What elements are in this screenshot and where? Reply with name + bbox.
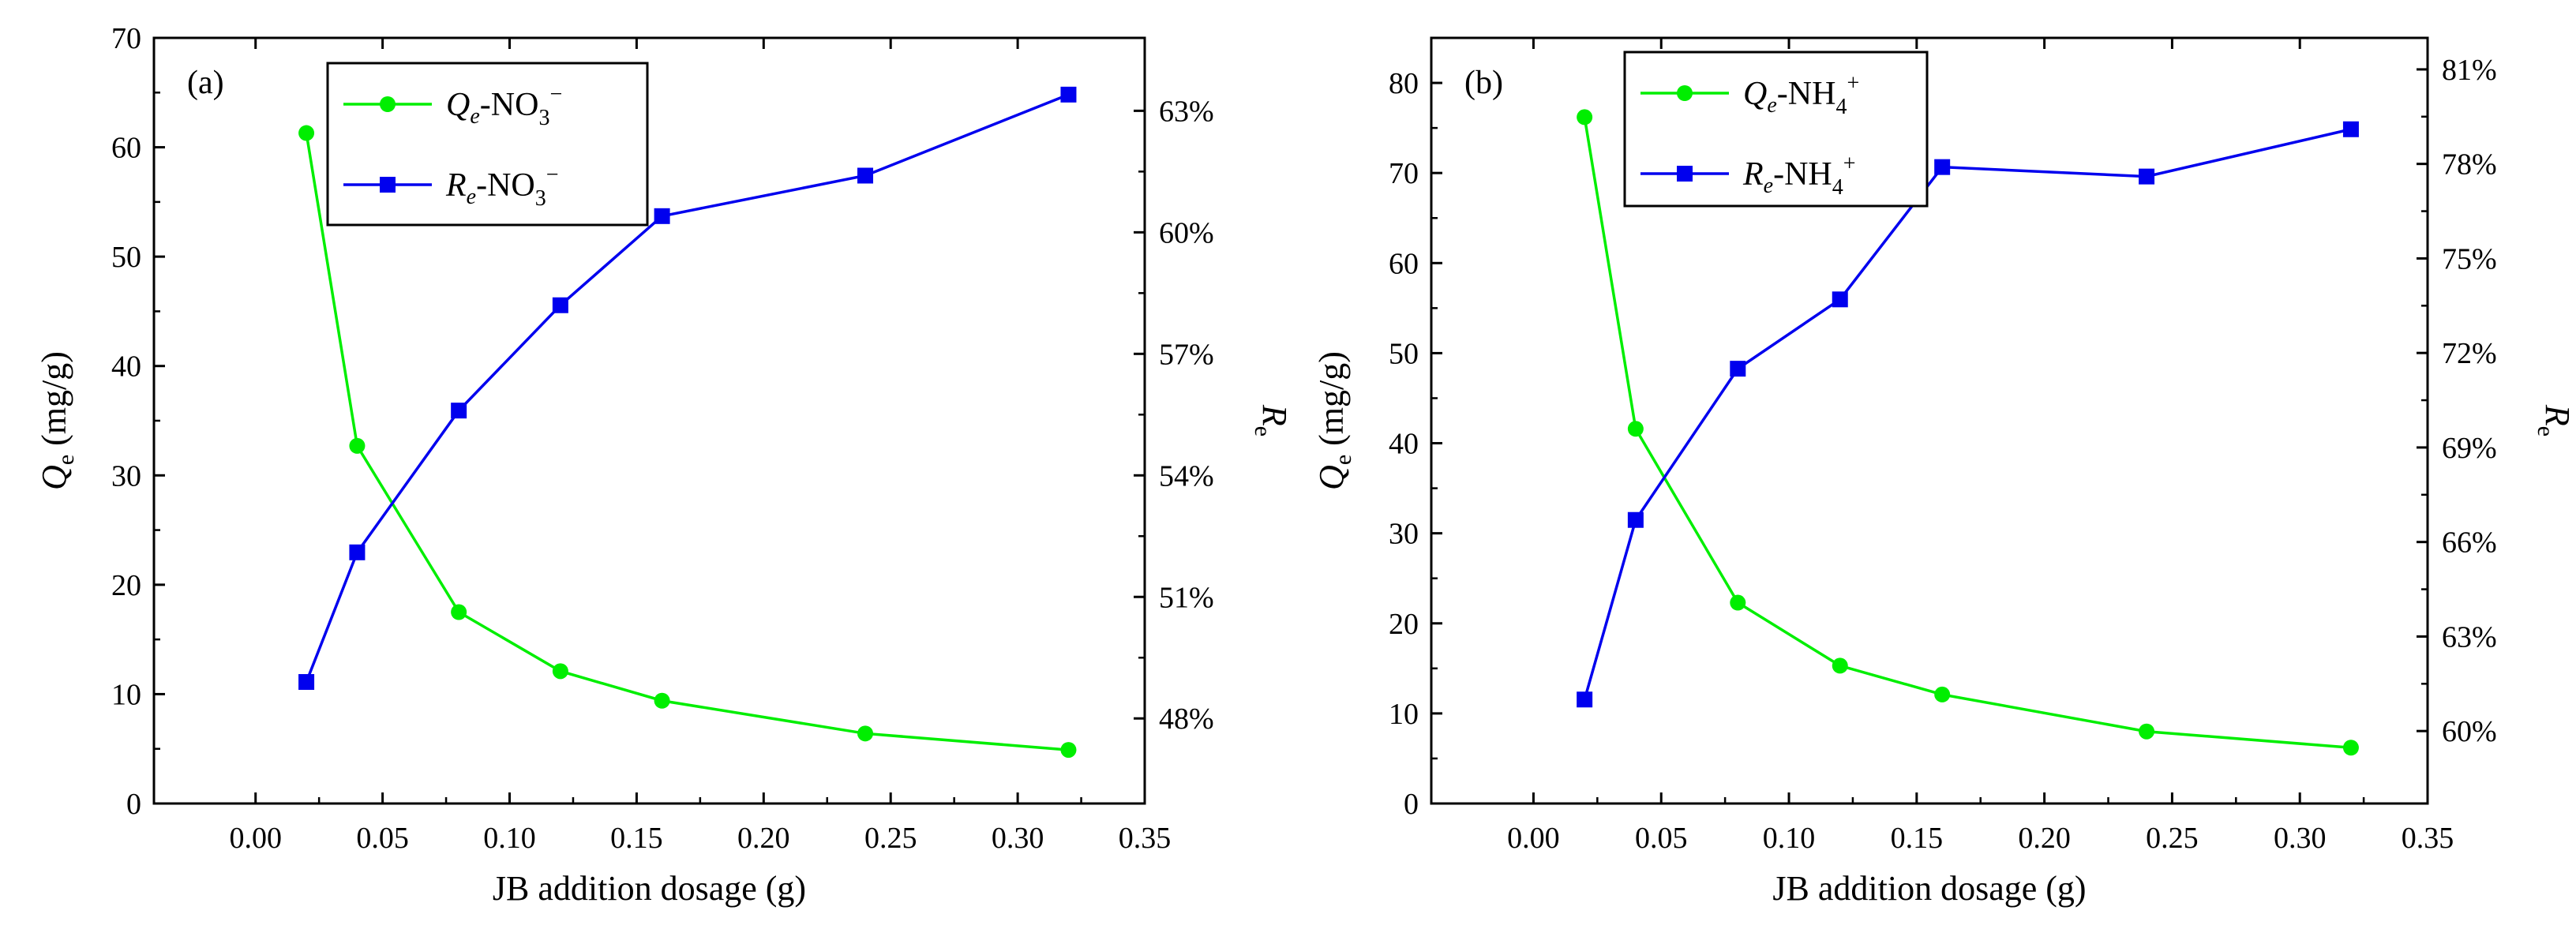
data-point-Re-NH4+ [1832, 291, 1848, 308]
y-right-tick-label: 66% [2442, 526, 2497, 560]
data-point-Re-NO3- [451, 403, 467, 419]
y-left-tick-label: 30 [111, 459, 141, 493]
x-tick-label: 0.15 [610, 822, 663, 855]
y-left-tick-label: 50 [111, 241, 141, 274]
x-tick-label: 0.10 [483, 822, 536, 855]
data-point-Qe-NO3- [349, 437, 366, 454]
data-point-Qe-NO3- [857, 725, 874, 742]
y-left-tick-label: 0 [126, 788, 141, 821]
data-point-Re-NO3- [654, 208, 670, 224]
y-left-tick-label: 70 [111, 22, 141, 55]
x-tick-label: 0.25 [2146, 822, 2199, 855]
data-point-Qe-NH4+ [1832, 657, 1848, 674]
y-right-tick-label: 81% [2442, 54, 2497, 87]
y-left-tick-label: 60 [1389, 247, 1419, 280]
legend-marker-Re-NH4+ [1677, 166, 1693, 182]
y-left-tick-label: 40 [1389, 428, 1419, 461]
series-line-Qe-NH4+ [1583, 117, 2352, 749]
y-left-tick-label: 30 [1389, 518, 1419, 551]
data-point-Qe-NH4+ [1577, 109, 1593, 125]
data-point-Re-NH4+ [2342, 121, 2359, 137]
y-right-tick-label: 72% [2442, 337, 2497, 370]
y-left-tick-label: 0 [1404, 788, 1419, 821]
y-left-tick-label: 20 [1389, 608, 1419, 641]
data-point-Re-NO3- [857, 167, 874, 184]
y-left-tick-label: 40 [111, 350, 141, 384]
x-tick-label: 0.35 [1119, 822, 1172, 855]
y-right-tick-label: 60% [1159, 216, 1214, 249]
legend-label-Re-NH4+: Re-NH4+ [1742, 152, 1856, 200]
legend-marker-Qe-NO3- [380, 96, 396, 112]
y-left-tick-label: 60 [111, 132, 141, 165]
y-right-tick-label: 75% [2442, 242, 2497, 275]
data-point-Qe-NH4+ [1934, 686, 1951, 702]
data-point-Re-NH4+ [1730, 361, 1746, 377]
x-axis-label: JB addition dosage (g) [1772, 869, 2086, 908]
x-axis-label: JB addition dosage (g) [493, 869, 806, 908]
chart-panel-a: 0.00 0.05 0.10 0.15 0.20 0.25 0.30 0.35 0 10 20 30 4… [35, 22, 1294, 908]
y-right-tick-label: 54% [1159, 459, 1214, 493]
data-point-Re-NO3- [298, 674, 315, 691]
x-tick-label: 0.20 [737, 822, 790, 855]
y-right-axis-label: Re [1250, 404, 1294, 436]
data-point-Qe-NH4+ [1730, 594, 1746, 611]
y-right-tick-label: 78% [2442, 148, 2497, 182]
panel-label: (b) [1464, 65, 1503, 101]
y-right-tick-label: 48% [1159, 702, 1214, 736]
y-left-axis-label: Qe (mg/g) [35, 351, 79, 490]
data-point-Qe-NH4+ [1627, 421, 1644, 437]
legend-marker-Qe-NH4+ [1677, 85, 1693, 101]
x-tick-label: 0.15 [1891, 822, 1944, 855]
y-right-axis-label: Re [2533, 404, 2576, 436]
x-tick-label: 0.00 [229, 822, 282, 855]
data-point-Re-NH4+ [1934, 159, 1951, 175]
data-point-Re-NO3- [552, 297, 568, 313]
data-point-Re-NO3- [349, 544, 366, 560]
legend-box [326, 62, 649, 227]
legend-label-Re-NO3-: Re-NO3− [445, 163, 559, 211]
chart-panel-b: 0.00 0.05 0.10 0.15 0.20 0.25 0.30 0.35 0 10 20 30 4… [1312, 36, 2576, 908]
data-point-Qe-NO3- [451, 604, 467, 620]
y-right-tick-label: 51% [1159, 581, 1214, 614]
y-left-tick-label: 50 [1389, 337, 1419, 370]
y-right-tick-label: 63% [1159, 95, 1214, 128]
data-point-Qe-NO3- [552, 663, 568, 680]
x-tick-label: 0.25 [864, 822, 917, 855]
data-point-Qe-NO3- [1060, 742, 1077, 759]
y-right-tick-label: 63% [2442, 620, 2497, 654]
x-tick-label: 0.30 [2274, 822, 2327, 855]
legend-label-Qe-NH4+: Qe-NH4+ [1743, 71, 1859, 119]
plot-frame [1430, 36, 2429, 805]
x-tick-label: 0.10 [1763, 822, 1816, 855]
y-right-tick-label: 60% [2442, 715, 2497, 748]
x-tick-label: 0.05 [1635, 822, 1688, 855]
y-left-tick-label: 20 [111, 569, 141, 602]
y-right-tick-label: 69% [2442, 432, 2497, 465]
data-point-Qe-NH4+ [2139, 723, 2155, 740]
data-point-Re-NH4+ [1627, 511, 1644, 528]
y-right-tick-label: 57% [1159, 338, 1214, 371]
y-left-axis-label: Qe (mg/g) [1312, 351, 1356, 490]
legend-label-Qe-NO3-: Qe-NO3− [446, 82, 562, 130]
y-left-tick-label: 70 [1389, 157, 1419, 190]
y-left-tick-label: 80 [1389, 67, 1419, 100]
legend-box [1623, 51, 1929, 208]
y-left-tick-label: 10 [111, 678, 141, 711]
x-tick-label: 0.00 [1507, 822, 1560, 855]
data-point-Re-NH4+ [2139, 168, 2155, 185]
data-point-Qe-NO3- [654, 692, 670, 709]
y-left-tick-label: 10 [1389, 698, 1419, 731]
x-tick-label: 0.05 [356, 822, 409, 855]
legend-marker-Re-NO3- [380, 177, 396, 193]
x-tick-label: 0.35 [2402, 822, 2454, 855]
series-line-Re-NH4+ [1583, 128, 2352, 700]
data-point-Qe-NH4+ [2342, 740, 2359, 756]
x-tick-label: 0.30 [992, 822, 1044, 855]
panel-label: (a) [187, 65, 224, 101]
data-point-Qe-NO3- [298, 125, 315, 141]
data-point-Re-NH4+ [1577, 691, 1593, 708]
x-tick-label: 0.20 [2018, 822, 2071, 855]
data-point-Re-NO3- [1060, 86, 1077, 103]
